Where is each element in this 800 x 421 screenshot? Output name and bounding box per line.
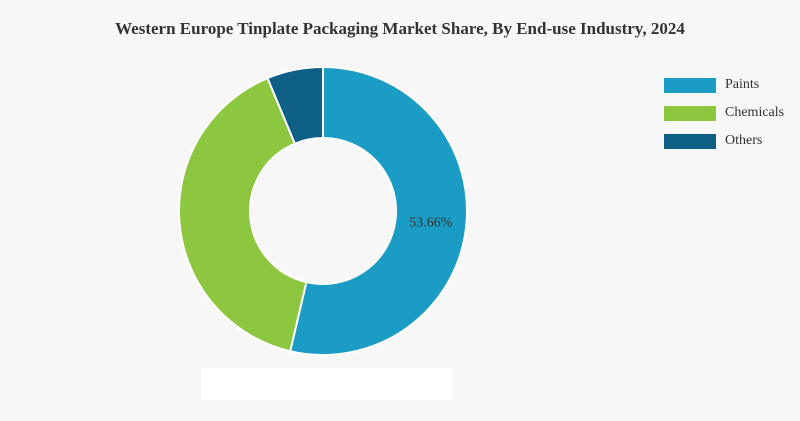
donut-slice [266, 65, 324, 145]
donut-slice [178, 76, 308, 353]
data-label: 53.66% [409, 216, 453, 231]
chart-title: Western Europe Tinplate Packaging Market… [115, 19, 685, 38]
legend-label: Others [725, 133, 762, 148]
legend-swatch [664, 134, 716, 149]
legend-label: Paints [725, 77, 759, 92]
legend-label: Chemicals [725, 105, 784, 120]
legend-swatch [664, 106, 716, 121]
blank-box [202, 368, 452, 400]
donut-slice [288, 65, 468, 356]
legend-swatch [664, 78, 716, 93]
